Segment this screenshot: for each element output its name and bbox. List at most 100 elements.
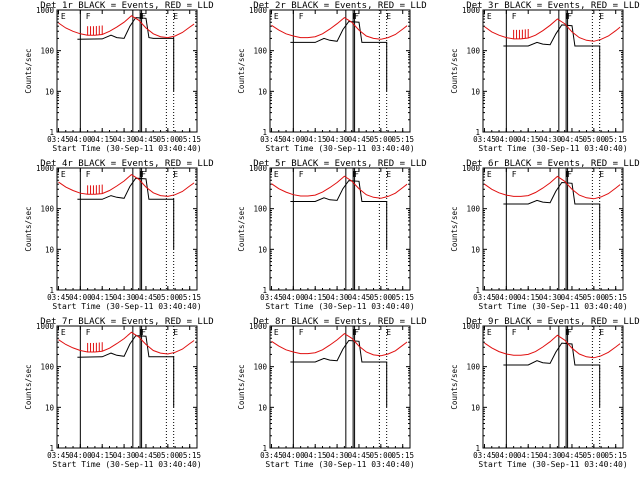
event-marker-label: F	[86, 328, 91, 337]
y-tick-label: 10	[471, 403, 481, 412]
panel-6: Det 6r BLACK = Events, RED = LLD 1 10 100 10…	[450, 159, 640, 311]
y-tick-label: 10	[258, 403, 268, 412]
lld-series-line	[271, 16, 408, 40]
panel-title: Det 7r BLACK = Events, RED = LLD	[40, 317, 213, 327]
x-tick-label: 03:45	[47, 451, 70, 460]
panel-title: Det 3r BLACK = Events, RED = LLD	[466, 1, 639, 11]
y-tick-label: 1	[262, 286, 267, 295]
event-marker-label: F	[512, 328, 517, 337]
x-tick-label: 04:00	[69, 293, 92, 302]
lld-series-line	[484, 175, 621, 200]
x-tick-label: 05:15	[391, 451, 414, 460]
event-marker-label: F	[512, 12, 517, 21]
x-tick-label: 04:00	[69, 451, 92, 460]
x-axis-label: Start Time (30-Sep-11 03:40:40)	[478, 460, 627, 469]
plot-frame	[56, 325, 198, 449]
lld-series-line	[271, 175, 408, 199]
events-series-line	[290, 339, 388, 408]
x-tick-label: 05:00	[583, 451, 606, 460]
x-tick-label: 03:45	[473, 135, 496, 144]
lld-series-line	[271, 332, 408, 357]
event-marker-label: F	[512, 170, 517, 179]
event-marker-label: F	[86, 170, 91, 179]
panel-9: Det 9r BLACK = Events, RED = LLD 1 10 100 10…	[450, 317, 640, 469]
event-marker-label: F	[566, 12, 571, 21]
x-tick-label: 04:15	[304, 293, 327, 302]
events-series-line	[503, 24, 601, 92]
event-marker-label: E	[173, 170, 178, 179]
event-marker-label: E	[386, 170, 391, 179]
x-tick-label: 04:15	[517, 293, 540, 302]
event-marker-label: E	[274, 328, 279, 337]
event-marker-label: F	[141, 12, 146, 21]
y-tick-label: 10	[45, 87, 55, 96]
plot-frame	[482, 325, 624, 449]
x-tick-label: 04:00	[282, 451, 305, 460]
x-tick-label: 05:15	[604, 135, 627, 144]
panel-2: Det 2r BLACK = Events, RED = LLD 1 10 100 10…	[237, 1, 427, 153]
y-axis-label: Counts/sec	[24, 48, 33, 93]
y-tick-label: 1	[475, 286, 480, 295]
x-tick-label: 03:45	[473, 451, 496, 460]
event-marker-label: E	[61, 12, 66, 21]
event-marker-label: E	[274, 170, 279, 179]
event-marker-label: F	[567, 328, 572, 337]
event-marker-label: F	[140, 328, 145, 337]
y-tick-label: 100	[253, 47, 267, 56]
event-marker-label: F	[299, 170, 304, 179]
x-axis-label: Start Time (30-Sep-11 03:40:40)	[265, 302, 414, 311]
event-marker-label: F	[353, 328, 358, 337]
y-tick-label: 1	[49, 444, 54, 453]
y-tick-label: 10	[258, 245, 268, 254]
event-marker-label: F	[566, 328, 571, 337]
x-tick-label: 03:45	[47, 135, 70, 144]
panel-title: Det 1r BLACK = Events, RED = LLD	[40, 1, 213, 11]
x-tick-label: 04:15	[91, 451, 114, 460]
x-tick-label: 04:15	[304, 451, 327, 460]
y-axis-label: Counts/sec	[237, 206, 246, 251]
y-tick-label: 10	[45, 245, 55, 254]
events-series-line	[77, 17, 175, 92]
y-axis-label: Counts/sec	[237, 364, 246, 409]
y-tick-label: 100	[40, 205, 54, 214]
x-tick-label: 04:45	[135, 451, 158, 460]
x-tick-label: 04:45	[348, 135, 371, 144]
event-marker-label: E	[173, 12, 178, 21]
x-tick-label: 05:00	[370, 293, 393, 302]
y-tick-label: 1	[49, 128, 54, 137]
x-tick-label: 05:15	[391, 135, 414, 144]
x-tick-label: 04:30	[326, 293, 349, 302]
x-tick-label: 04:00	[495, 293, 518, 302]
event-marker-label: E	[173, 328, 178, 337]
plot-frame	[482, 9, 624, 133]
plot-frame	[269, 167, 411, 291]
x-tick-label: 03:45	[47, 293, 70, 302]
panel-8: Det 8r BLACK = Events, RED = LLD 1 10 100 10…	[237, 317, 427, 469]
lld-series-line	[58, 15, 195, 39]
event-marker-label: F	[354, 328, 359, 337]
y-tick-label: 100	[40, 363, 54, 372]
event-marker-label: F	[141, 170, 146, 179]
x-tick-label: 05:00	[157, 451, 180, 460]
x-tick-label: 05:00	[583, 135, 606, 144]
x-tick-label: 03:45	[260, 135, 283, 144]
x-axis-label: Start Time (30-Sep-11 03:40:40)	[478, 302, 627, 311]
y-tick-label: 1	[49, 286, 54, 295]
event-marker-label: F	[86, 12, 91, 21]
panel-4: Det 4r BLACK = Events, RED = LLD 1 10 100 10…	[24, 159, 214, 311]
events-series-line	[77, 335, 175, 408]
x-tick-label: 04:00	[495, 135, 518, 144]
panel-1: Det 1r BLACK = Events, RED = LLD 1 10 100 10…	[24, 1, 214, 153]
panel-title: Det 9r BLACK = Events, RED = LLD	[466, 317, 639, 327]
event-marker-label: E	[599, 12, 604, 21]
event-marker-label: E	[274, 12, 279, 21]
y-axis-label: Counts/sec	[450, 206, 459, 251]
event-marker-label: F	[140, 170, 145, 179]
event-marker-label: F	[566, 170, 571, 179]
event-marker-label: E	[61, 170, 66, 179]
x-axis-label: Start Time (30-Sep-11 03:40:40)	[52, 302, 201, 311]
y-tick-label: 100	[253, 363, 267, 372]
y-tick-label: 10	[45, 403, 55, 412]
x-tick-label: 04:45	[561, 293, 584, 302]
